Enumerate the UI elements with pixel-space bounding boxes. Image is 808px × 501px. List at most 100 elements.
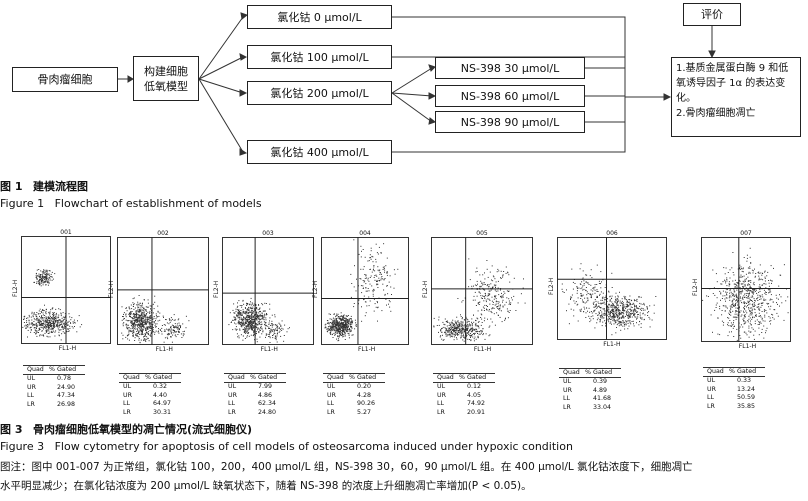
plot-frame [701, 237, 791, 342]
cytometry-plot [431, 237, 533, 345]
fig1-title-en: Flowchart of establishment of models [54, 197, 262, 210]
stats-header-quad: Quad [123, 374, 140, 381]
x-axis-label: FL1-H [58, 345, 77, 352]
ns-node-2: NS-398 90 μmol/L [435, 111, 585, 133]
stats-row: LL 64.97 [119, 400, 181, 408]
cytometry-plot [222, 237, 314, 345]
quadrant-name: LL [327, 400, 335, 408]
stats-header: Quad % Gated [433, 373, 495, 384]
quadrant-value: 47.34 [57, 392, 76, 400]
stats-header-gated: % Gated [49, 366, 77, 373]
x-axis-label: FL1-H [738, 343, 757, 350]
quadrant-stats: Quad % Gated UL 7.99 UR 4.86 LL 62.34 LR 24.80 [224, 373, 286, 417]
stats-row: UR 4.28 [323, 392, 385, 400]
quadrant-value: 20.91 [467, 408, 486, 416]
group-node-2: 氯化钴 200 μmol/L [247, 81, 392, 105]
model-node: 构建细胞低氧模型 [133, 56, 199, 101]
y-axis-label: FL2-H [422, 280, 429, 298]
stats-header: Quad % Gated [703, 367, 765, 378]
quadrant-name: LL [228, 400, 236, 408]
quadrant-name: UR [327, 391, 336, 399]
cytometry-plot [21, 236, 111, 344]
stats-row: LL 41.68 [559, 395, 621, 403]
stats-row: UL 0.32 [119, 383, 181, 391]
start-node-label: 骨肉瘤细胞 [37, 73, 93, 86]
stats-row: LR 24.80 [224, 409, 286, 417]
plot-frame [222, 237, 314, 345]
quadrant-stats: Quad % Gated UL 0.39 UR 4.89 LL 41.68 LR 33.04 [559, 368, 621, 412]
stats-header: Quad % Gated [559, 368, 621, 379]
x-axis-label: FL1-H [603, 341, 621, 348]
panel-id: 005 [476, 230, 488, 237]
eval-items-box: 1.基质金属蛋白酶 9 和低氧诱导因子 1α 的表达变化。 2.骨肉瘤细胞凋亡 [671, 57, 801, 137]
y-axis-label: FL2-H [312, 280, 319, 298]
quadrant-value: 90.26 [357, 400, 376, 408]
stats-row: LR 26.98 [23, 401, 85, 409]
quadrant-name: UL [123, 383, 132, 391]
group-node-3: 氯化钴 400 μmol/L [247, 140, 392, 164]
quadrant-name: UL [437, 383, 446, 391]
quadrant-value: 50.59 [737, 394, 756, 402]
fig3-label-cn: 图 3 [0, 423, 23, 436]
stats-row: UR 4.05 [433, 392, 495, 400]
y-axis-label: FL2-H [548, 278, 555, 296]
scatter-points [561, 263, 657, 336]
panel-id: 007 [740, 230, 752, 237]
stats-row: UL 0.20 [323, 383, 385, 391]
quadrant-value: 24.80 [258, 408, 277, 416]
quadrant-name: UL [327, 383, 336, 391]
fig1-label-cn: 图 1 [0, 180, 23, 193]
fig3-note-line2: 水平明显减少；在氯化钴浓度为 200 μmol/L 缺氧状态下，随着 NS-39… [0, 480, 532, 492]
quadrant-value: 24.90 [57, 383, 76, 391]
stats-row: LL 62.34 [224, 400, 286, 408]
stats-header-gated: % Gated [349, 374, 377, 381]
stats-header-quad: Quad [27, 366, 44, 373]
quadrant-name: LR [123, 408, 131, 416]
stats-row: LR 33.04 [559, 404, 621, 412]
stats-header-quad: Quad [327, 374, 344, 381]
eval-node-label: 评价 [701, 8, 723, 21]
stats-row: UL 0.78 [23, 375, 85, 383]
quadrant-value: 0.78 [57, 375, 72, 383]
group-node-label: 氯化钴 400 μmol/L [270, 145, 369, 159]
stats-row: LR 5.27 [323, 409, 385, 417]
fig1-caption-cn: 图 1 建模流程图 [0, 178, 88, 194]
panel-id: 006 [606, 230, 618, 237]
y-axis-label: FL2-H [213, 280, 220, 298]
quadrant-value: 0.20 [357, 383, 372, 391]
stats-header: Quad % Gated [224, 373, 286, 384]
stats-header: Quad % Gated [119, 373, 181, 384]
quadrant-value: 0.12 [467, 383, 482, 391]
ns-node-1: NS-398 60 μmol/L [435, 85, 585, 107]
stats-row: LL 50.59 [703, 394, 765, 402]
fig1-label-en: Figure 1 [0, 197, 45, 210]
scatter-points [22, 269, 83, 341]
cytometry-plot [321, 237, 409, 345]
plot-frame [321, 237, 409, 345]
stats-row: UR 4.86 [224, 392, 286, 400]
quadrant-value: 41.68 [593, 395, 612, 403]
y-axis-label: FL2-H [108, 280, 115, 298]
eval-node: 评价 [683, 3, 741, 26]
scatter-points [324, 239, 399, 342]
group-node-label: 氯化钴 200 μmol/L [270, 86, 369, 100]
panel-id: 003 [262, 230, 274, 237]
fig3-label-en: Figure 3 [0, 440, 45, 453]
stats-row: UR 13.24 [703, 386, 765, 394]
plot-frame [557, 237, 667, 340]
quadrant-name: LR [437, 408, 445, 416]
panel-id: 001 [60, 229, 72, 236]
quadrant-value: 4.89 [593, 386, 608, 394]
stats-row: UL 0.33 [703, 377, 765, 385]
scatter-points [121, 295, 190, 344]
quadrant-value: 35.85 [737, 402, 756, 410]
y-axis-label: FL2-H [692, 278, 699, 297]
stats-row: UL 0.12 [433, 383, 495, 391]
quadrant-name: UR [27, 383, 36, 391]
quadrant-value: 4.40 [153, 391, 168, 399]
stats-row: UR 4.89 [559, 387, 621, 395]
stats-header-gated: % Gated [145, 374, 173, 381]
stats-row: UL 0.39 [559, 378, 621, 386]
stats-row: UR 4.40 [119, 392, 181, 400]
x-axis-label: FL1-H [260, 346, 278, 353]
